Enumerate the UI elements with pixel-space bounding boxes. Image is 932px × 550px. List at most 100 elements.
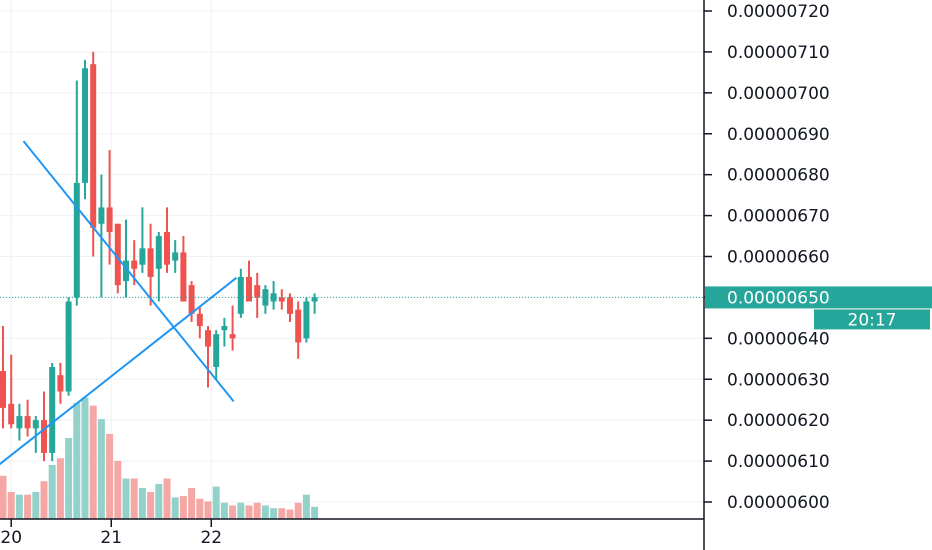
candle-body: [254, 285, 261, 298]
candle-body: [73, 182, 80, 298]
chart-grid: [0, 0, 704, 519]
candle-body: [90, 64, 97, 228]
candle-body: [229, 334, 236, 339]
candle-body: [131, 260, 138, 269]
candle-body: [172, 252, 179, 261]
volume-bar: [73, 402, 81, 519]
volume-bar: [15, 494, 23, 519]
time-tick-label: 22: [200, 528, 222, 548]
volume-bar: [163, 478, 171, 519]
volume-bar: [204, 501, 212, 519]
candle-body: [82, 68, 88, 183]
volume-bar: [97, 419, 105, 519]
price-tick-label: 0.00000720: [727, 2, 830, 22]
candle-body: [164, 231, 170, 265]
candle-body: [114, 223, 121, 286]
volume-bar: [188, 487, 196, 519]
volume-bar: [65, 438, 73, 519]
price-tick-label: 0.00000680: [727, 166, 830, 186]
candle-body: [8, 403, 15, 425]
price-tick-label: 0.00000620: [727, 411, 830, 431]
candle-body: [205, 330, 211, 347]
price-axis[interactable]: 0.00000720 0.00000710 0.00000700 0.00000690…: [704, 2, 830, 513]
time-axis[interactable]: 20 21 22: [0, 519, 222, 548]
volume-bar: [24, 494, 32, 519]
price-tick-label: 0.00000610: [727, 452, 830, 472]
volume-bar: [122, 478, 130, 519]
volume-bar: [130, 478, 138, 519]
price-tick-label: 0.00000660: [727, 248, 830, 268]
candle-body: [155, 236, 162, 269]
candle-body: [16, 416, 23, 429]
volume-bar: [220, 502, 228, 519]
trendline[interactable]: [22, 140, 235, 403]
candle-body: [32, 420, 39, 429]
candle-body: [147, 248, 154, 277]
trendline[interactable]: [0, 277, 238, 473]
candle-body: [123, 260, 129, 282]
candle-body: [57, 375, 64, 392]
candle-body: [287, 297, 293, 314]
volume-bar: [48, 465, 56, 519]
candle-body: [311, 297, 318, 302]
volume-bar: [0, 475, 7, 519]
volume-bar: [32, 492, 40, 519]
volume-bar: [138, 487, 146, 519]
volume-bar: [270, 508, 278, 519]
candle-body: [295, 309, 302, 343]
candle-body: [0, 371, 6, 408]
volume-bar: [89, 405, 97, 519]
candle-body: [246, 276, 252, 302]
time-tick-label: 21: [100, 528, 122, 548]
price-tick-label: 0.00000600: [727, 493, 830, 513]
candle-body: [41, 420, 47, 453]
volume-bar: [237, 502, 245, 519]
candle-body: [106, 207, 113, 232]
candle-body: [180, 252, 187, 302]
volume-bar: [302, 494, 310, 519]
candle-body: [49, 366, 56, 453]
volume-bar: [261, 505, 269, 519]
candle-body: [278, 297, 285, 302]
price-tick-label: 0.00000670: [727, 207, 830, 227]
candle-body: [213, 334, 220, 367]
volume-bar: [81, 397, 89, 519]
volume-bar: [147, 492, 155, 519]
volume-bar: [253, 502, 261, 519]
price-tick-label: 0.00000690: [727, 125, 830, 145]
candle-body: [196, 313, 203, 327]
volume-bar: [196, 498, 204, 519]
last-price-label-text: 0.00000650: [727, 288, 830, 308]
volume-bar: [294, 502, 302, 519]
bar-countdown: 20:17: [814, 309, 930, 330]
candle-body: [98, 207, 105, 224]
candle-body: [24, 416, 31, 429]
volume-bar: [179, 496, 187, 519]
volume-bar: [286, 509, 294, 519]
candle-body: [65, 301, 72, 392]
volume-bar: [106, 433, 114, 519]
last-price-label-box: [705, 286, 932, 309]
time-tick-label: 20: [0, 528, 22, 548]
price-tick-label: 0.00000710: [727, 43, 830, 63]
volume-bar: [7, 492, 15, 519]
triangle-trendlines[interactable]: [0, 140, 238, 473]
candle-body: [188, 285, 195, 314]
volume-bar: [245, 505, 253, 519]
volume-bar: [212, 486, 220, 519]
volume-bar: [114, 460, 122, 519]
volume-bar: [229, 505, 237, 519]
price-tick-label: 0.00000640: [727, 329, 830, 349]
candle-body: [221, 326, 228, 331]
last-price-label: 0.00000650: [705, 286, 932, 309]
candlestick-series: [0, 51, 318, 462]
volume-histogram: [0, 397, 319, 519]
volume-bar: [171, 497, 179, 519]
candle-body: [139, 248, 146, 265]
candle-body: [237, 276, 244, 314]
price-tick-label: 0.00000700: [727, 84, 830, 104]
price-tick-label: 0.00000630: [727, 370, 830, 390]
volume-bar: [56, 458, 64, 519]
countdown-text: 20:17: [848, 310, 897, 330]
